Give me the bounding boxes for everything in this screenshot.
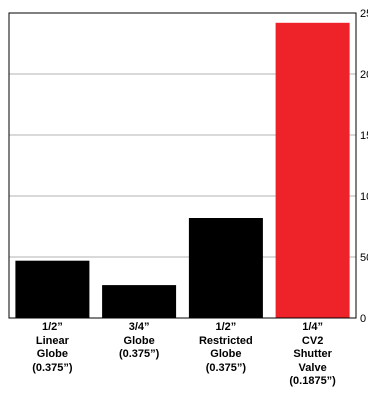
y-axis-ticks: 0 50 100 150 200 250: [360, 8, 368, 325]
x-tick-label: 1/2” Restricted Globe (0.375”): [186, 321, 266, 375]
x-tick-label: 1/4” CV2 Shutter Valve (0.1875”): [273, 321, 353, 389]
x-tick-label-line: Valve: [298, 361, 327, 374]
y-tick-label: 250: [360, 8, 368, 20]
x-tick-label-line: 1/4”: [302, 321, 324, 333]
x-tick-label-line: 1/2”: [215, 321, 237, 333]
x-tick-label-line: 1/2”: [41, 321, 63, 333]
bar-2: [102, 285, 177, 318]
bar-3: [188, 218, 263, 318]
bars: [15, 22, 350, 319]
x-tick-label-line: (0.1875”): [289, 375, 336, 387]
x-tick-label-line: 3/4”: [128, 321, 150, 333]
x-tick-label-line: (0.375”): [205, 361, 247, 374]
y-tick-label: 200: [360, 69, 368, 81]
x-tick-label-line: Restricted: [198, 334, 253, 347]
bar-4: [275, 22, 350, 319]
x-tick-label-line: CV2: [301, 334, 324, 347]
x-tick-label: 3/4” Globe (0.375”): [99, 321, 179, 362]
x-tick-label-line: Shutter: [293, 348, 332, 360]
x-tick-label-line: Globe: [210, 348, 242, 360]
x-tick-label: 1/2” Linear Globe (0.375”): [12, 321, 92, 375]
x-tick-label-line: Globe: [123, 334, 155, 347]
bar-1: [15, 260, 90, 318]
x-tick-label-line: Globe: [36, 348, 68, 360]
y-tick-label: 100: [360, 191, 368, 203]
x-tick-label-line: (0.375”): [32, 361, 73, 374]
y-tick-label: 150: [360, 130, 368, 142]
y-tick-label: 50: [360, 252, 368, 264]
plot-frame: [8, 12, 357, 319]
x-tick-label-line: Linear: [35, 334, 69, 347]
y-tick-label: 0: [360, 313, 366, 325]
x-tick-label-line: (0.375”): [118, 348, 160, 360]
